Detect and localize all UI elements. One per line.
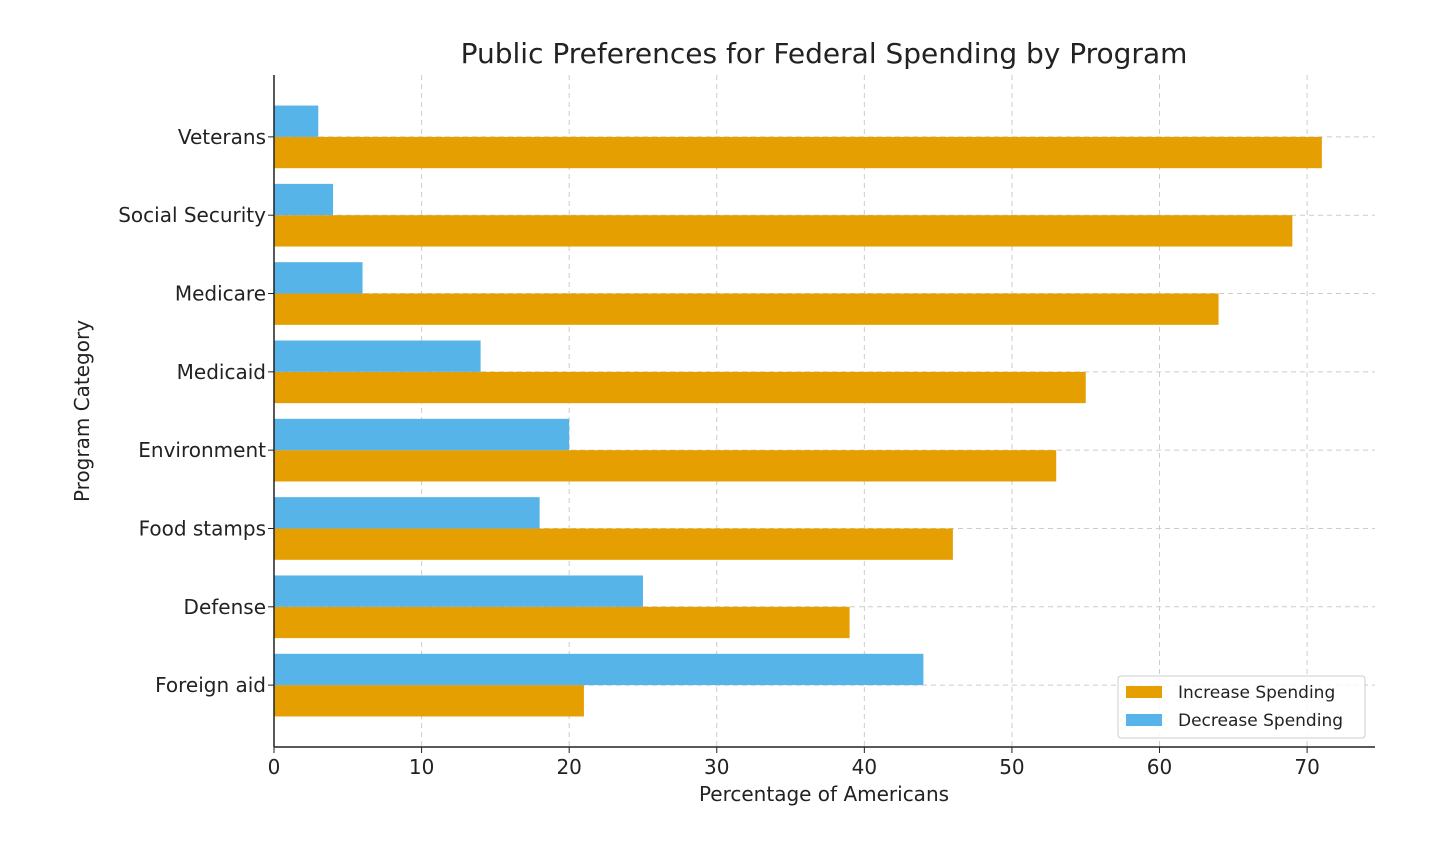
bar-decrease-defense <box>274 575 643 607</box>
x-tick-label: 50 <box>999 755 1024 779</box>
legend-swatch-increase <box>1126 686 1162 698</box>
bar-decrease-food-stamps <box>274 497 540 529</box>
x-tick-label: 60 <box>1147 755 1172 779</box>
y-tick-label: Environment <box>138 438 266 462</box>
bar-increase-food-stamps <box>274 528 953 560</box>
y-axis-label: Program Category <box>70 320 94 502</box>
chart-title: Public Preferences for Federal Spending … <box>461 37 1188 70</box>
x-tick-label: 70 <box>1294 755 1319 779</box>
x-tick-label: 10 <box>409 755 434 779</box>
x-tick-label: 20 <box>556 755 581 779</box>
y-ticks: Foreign aid Defense Food stamps Environment… <box>118 125 274 697</box>
y-tick-label: Medicaid <box>177 360 266 384</box>
x-ticks: 0 10 20 30 40 50 60 70 <box>268 747 1320 779</box>
y-tick-label: Foreign aid <box>155 673 266 697</box>
legend-label-decrease: Decrease Spending <box>1178 711 1343 731</box>
y-tick-label: Social Security <box>118 203 266 227</box>
bar-decrease-medicaid <box>274 340 481 372</box>
bar-increase-environment <box>274 450 1057 482</box>
x-tick-label: 30 <box>704 755 729 779</box>
legend-swatch-decrease <box>1126 714 1162 726</box>
y-tick-label: Food stamps <box>139 516 266 540</box>
bar-decrease-veterans <box>274 105 319 137</box>
x-axis-label: Percentage of Americans <box>699 782 949 806</box>
axes <box>273 75 1375 748</box>
bar-decrease-foreign-aid <box>274 653 924 686</box>
bar-decrease-social-security <box>274 183 334 216</box>
legend: Increase Spending Decrease Spending <box>1117 675 1366 739</box>
y-tick-label: Veterans <box>178 125 266 149</box>
legend-label-increase: Increase Spending <box>1178 683 1335 703</box>
legend-box <box>1117 675 1366 739</box>
y-tick-label: Defense <box>184 595 266 619</box>
bar-increase-medicaid <box>274 371 1086 404</box>
bar-decrease-medicare <box>274 262 363 294</box>
bar-increase-foreign-aid <box>274 685 584 717</box>
bars <box>274 105 1322 717</box>
bar-increase-defense <box>274 606 850 639</box>
x-tick-label: 0 <box>268 755 281 779</box>
grid <box>274 75 1375 747</box>
x-tick-label: 40 <box>852 755 877 779</box>
bar-decrease-environment <box>274 418 570 451</box>
y-tick-label: Medicare <box>175 282 266 306</box>
bar-increase-medicare <box>274 293 1219 325</box>
bar-increase-social-security <box>274 215 1293 247</box>
bar-increase-veterans <box>274 136 1322 169</box>
